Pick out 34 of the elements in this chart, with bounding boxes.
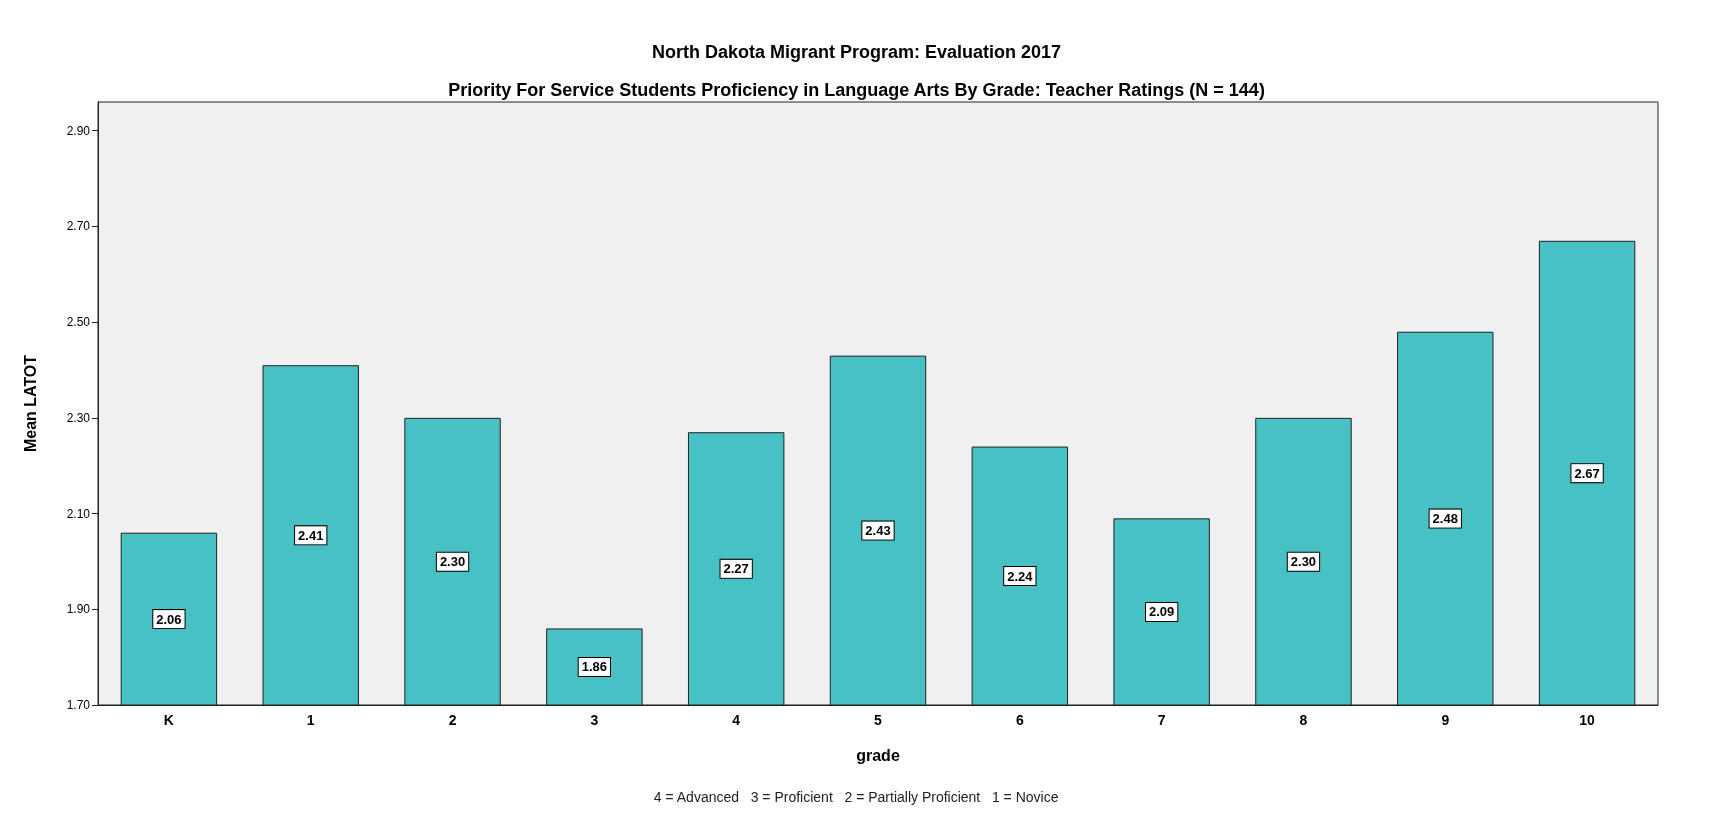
x-tick-label: 6 <box>1015 712 1024 728</box>
data-label: 2.67 <box>1574 465 1600 481</box>
data-label: 2.27 <box>723 561 749 577</box>
y-tick-label: 2.30 <box>66 410 91 425</box>
data-label: 2.41 <box>298 527 324 543</box>
x-tick-label: 7 <box>1157 712 1166 728</box>
data-label: 2.30 <box>439 554 466 570</box>
y-tick-label: 1.90 <box>66 602 91 617</box>
y-axis-title: Mean LATOT <box>21 354 39 453</box>
x-tick-label: K <box>163 712 174 728</box>
data-label: 2.30 <box>1290 554 1317 570</box>
y-tick-label: 2.10 <box>66 506 91 521</box>
data-label: 2.06 <box>156 611 182 627</box>
x-tick-label: 4 <box>732 712 741 728</box>
x-tick-label: 5 <box>874 712 883 728</box>
data-label: 2.24 <box>1007 568 1034 584</box>
chart-subtitle: Priority For Service Students Proficiency in Language Arts By Grade: Teacher Ratings (N = 144) <box>448 80 1265 100</box>
y-tick-label: 2.90 <box>66 123 91 138</box>
data-label: 2.09 <box>1148 604 1175 620</box>
x-tick-label: 1 <box>306 712 315 728</box>
data-label: 2.48 <box>1432 511 1458 527</box>
x-tick-label: 8 <box>1299 712 1308 728</box>
x-tick-label: 2 <box>448 712 457 728</box>
y-tick-label: 2.70 <box>66 219 91 234</box>
x-tick-label: 10 <box>1579 712 1596 728</box>
x-axis-title: grade <box>856 746 900 764</box>
x-tick-label: 9 <box>1441 712 1450 728</box>
y-tick-label: 1.70 <box>66 698 91 712</box>
data-label: 1.86 <box>581 659 608 675</box>
x-tick-label: 3 <box>590 712 599 728</box>
text: 4 = Advanced 3 = Proficient 2 = Partially Proficient 1 = Novice <box>653 789 1059 805</box>
chart-title: North Dakota Migrant Program: Evaluation 2017 <box>651 42 1062 62</box>
y-tick-label: 2.50 <box>66 315 91 330</box>
data-label: 2.43 <box>865 523 891 539</box>
